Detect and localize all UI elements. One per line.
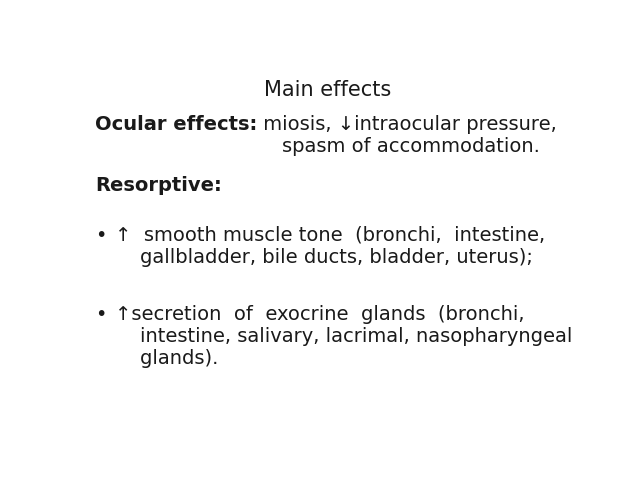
Text: miosis, ↓intraocular pressure,
    spasm of accommodation.: miosis, ↓intraocular pressure, spasm of …	[257, 115, 557, 156]
Text: Main effects: Main effects	[264, 80, 392, 100]
Text: Resorptive:: Resorptive:	[95, 176, 221, 195]
Text: •: •	[95, 226, 106, 245]
Text: ↑secretion  of  exocrine  glands  (bronchi,
    intestine, salivary, lacrimal, n: ↑secretion of exocrine glands (bronchi, …	[115, 305, 572, 368]
Text: Ocular effects:: Ocular effects:	[95, 115, 257, 134]
Text: ↑  smooth muscle tone  (bronchi,  intestine,
    gallbladder, bile ducts, bladde: ↑ smooth muscle tone (bronchi, intestine…	[115, 226, 545, 267]
Text: •: •	[95, 305, 106, 324]
